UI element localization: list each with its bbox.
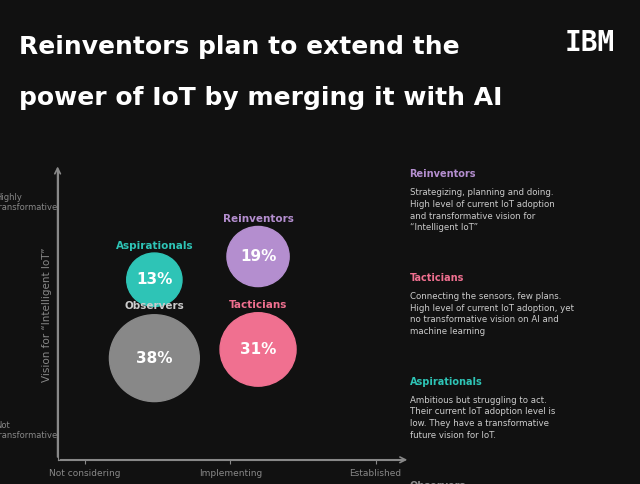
- Text: Aspirationals: Aspirationals: [410, 377, 483, 387]
- Text: Reinventors: Reinventors: [410, 169, 476, 179]
- Text: 19%: 19%: [240, 249, 276, 264]
- Ellipse shape: [227, 227, 289, 287]
- Text: Highly
transformative: Highly transformative: [0, 193, 58, 212]
- Y-axis label: Vision for “Intelligent IoT”: Vision for “Intelligent IoT”: [42, 247, 52, 382]
- Text: Strategizing, planning and doing.
High level of current IoT adoption
and transfo: Strategizing, planning and doing. High l…: [410, 188, 554, 232]
- Text: Connecting the sensors, few plans.
High level of current IoT adoption, yet
no tr: Connecting the sensors, few plans. High …: [410, 292, 573, 336]
- Ellipse shape: [109, 315, 199, 402]
- Text: Reinventors: Reinventors: [223, 214, 294, 224]
- Text: Observers: Observers: [125, 301, 184, 311]
- Text: IBM: IBM: [564, 30, 614, 58]
- Text: Observers: Observers: [410, 481, 466, 484]
- Text: 31%: 31%: [240, 342, 276, 357]
- Text: Tacticians: Tacticians: [410, 273, 464, 283]
- Text: Aspirationals: Aspirationals: [116, 241, 193, 251]
- Ellipse shape: [220, 313, 296, 386]
- Text: 13%: 13%: [136, 272, 173, 287]
- Text: 38%: 38%: [136, 351, 173, 365]
- Text: Reinventors plan to extend the: Reinventors plan to extend the: [19, 35, 460, 60]
- Text: Tacticians: Tacticians: [229, 300, 287, 310]
- Ellipse shape: [127, 253, 182, 306]
- Text: Ambitious but struggling to act.
Their current IoT adoption level is
low. They h: Ambitious but struggling to act. Their c…: [410, 396, 555, 440]
- Text: power of IoT by merging it with AI: power of IoT by merging it with AI: [19, 86, 502, 109]
- Text: Not
transformative: Not transformative: [0, 421, 58, 440]
